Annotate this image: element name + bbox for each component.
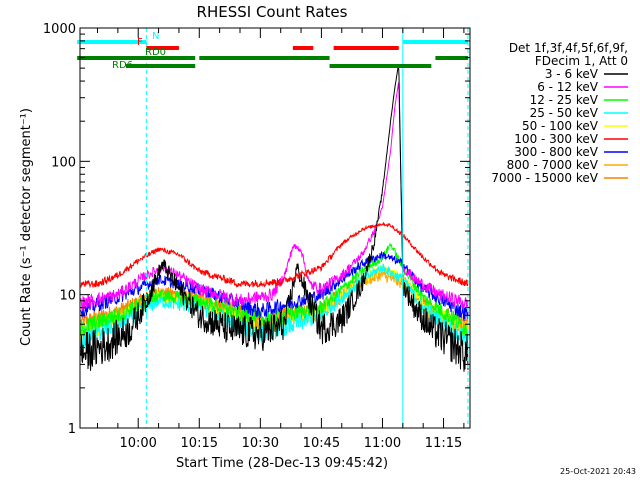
y-axis-label: Count Rate (s⁻¹ detector segment⁻¹) (19, 108, 34, 346)
y-tick-label: 10 (59, 289, 76, 304)
legend-entry-label: 800 - 7000 keV (507, 158, 599, 172)
x-tick-label: 10:15 (181, 436, 218, 451)
legend-entry-label: 50 - 100 keV (522, 119, 599, 133)
legend-header-line-2: FDecim 1, Att 0 (535, 54, 628, 68)
series-line (80, 82, 469, 311)
x-axis-label: Start Time (28-Dec-13 09:45:42) (176, 456, 388, 471)
x-tick-label: 10:45 (303, 436, 340, 451)
plot-frame (79, 27, 471, 429)
x-tick-label: 11:15 (425, 436, 462, 451)
flag-label: RD0 (145, 47, 166, 58)
x-tick-label: 10:00 (119, 436, 156, 451)
legend-entry-label: 3 - 6 keV (545, 67, 599, 81)
series-line (80, 222, 469, 289)
legend-entry-label: 300 - 800 keV (514, 145, 598, 159)
legend-entry-label: 12 - 25 keV (530, 93, 599, 107)
flag-label: F (137, 37, 143, 48)
series-line (80, 64, 469, 372)
flag-label: RD6 (112, 60, 133, 71)
y-tick-label: 100 (51, 155, 76, 170)
legend-header-line-1: Det 1f,3f,4f,5f,6f,9f, (509, 41, 628, 55)
chart-title: RHESSI Count Rates (197, 3, 348, 21)
series-line (80, 251, 469, 321)
legend-entry-label: 100 - 300 keV (514, 132, 598, 146)
legend-entry-label: 7000 - 15000 keV (491, 171, 598, 185)
x-tick-label: 11:00 (364, 436, 401, 451)
x-tick-label: 10:30 (242, 436, 279, 451)
legend-entry-label: 6 - 12 keV (537, 80, 599, 94)
flag-label: N (152, 31, 159, 42)
y-tick-label: 1 (68, 422, 76, 437)
y-tick-label: 1000 (43, 22, 76, 37)
timestamp: 25-Oct-2021 20:43 (560, 467, 636, 476)
legend-entry-label: 25 - 50 keV (530, 106, 599, 120)
